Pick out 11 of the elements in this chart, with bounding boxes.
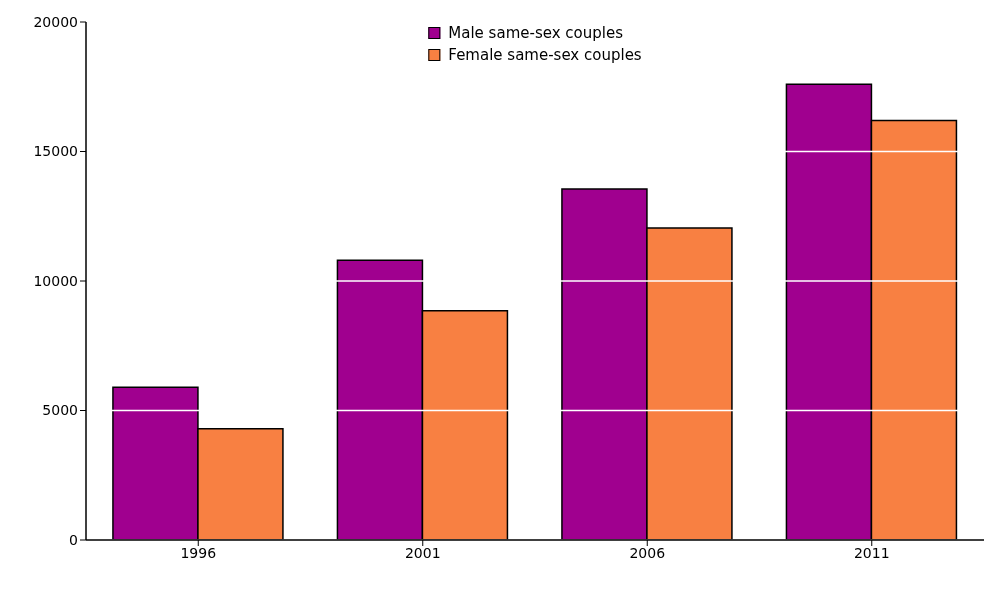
- x-tick-label: 2001: [404, 544, 441, 561]
- x-tick-label: 1996: [180, 544, 217, 561]
- x-tick-label: 2006: [629, 544, 666, 561]
- y-tick-label: 5000: [42, 402, 78, 419]
- y-tick-label: 20000: [33, 13, 78, 30]
- y-tick-label: 15000: [33, 143, 78, 160]
- y-tick-label: 0: [69, 531, 78, 548]
- y-tick-label: 10000: [33, 272, 78, 289]
- legend-label: Male same-sex couples: [448, 23, 623, 44]
- legend-label: Female same-sex couples: [448, 45, 642, 66]
- x-tick-label: 2011: [853, 544, 890, 561]
